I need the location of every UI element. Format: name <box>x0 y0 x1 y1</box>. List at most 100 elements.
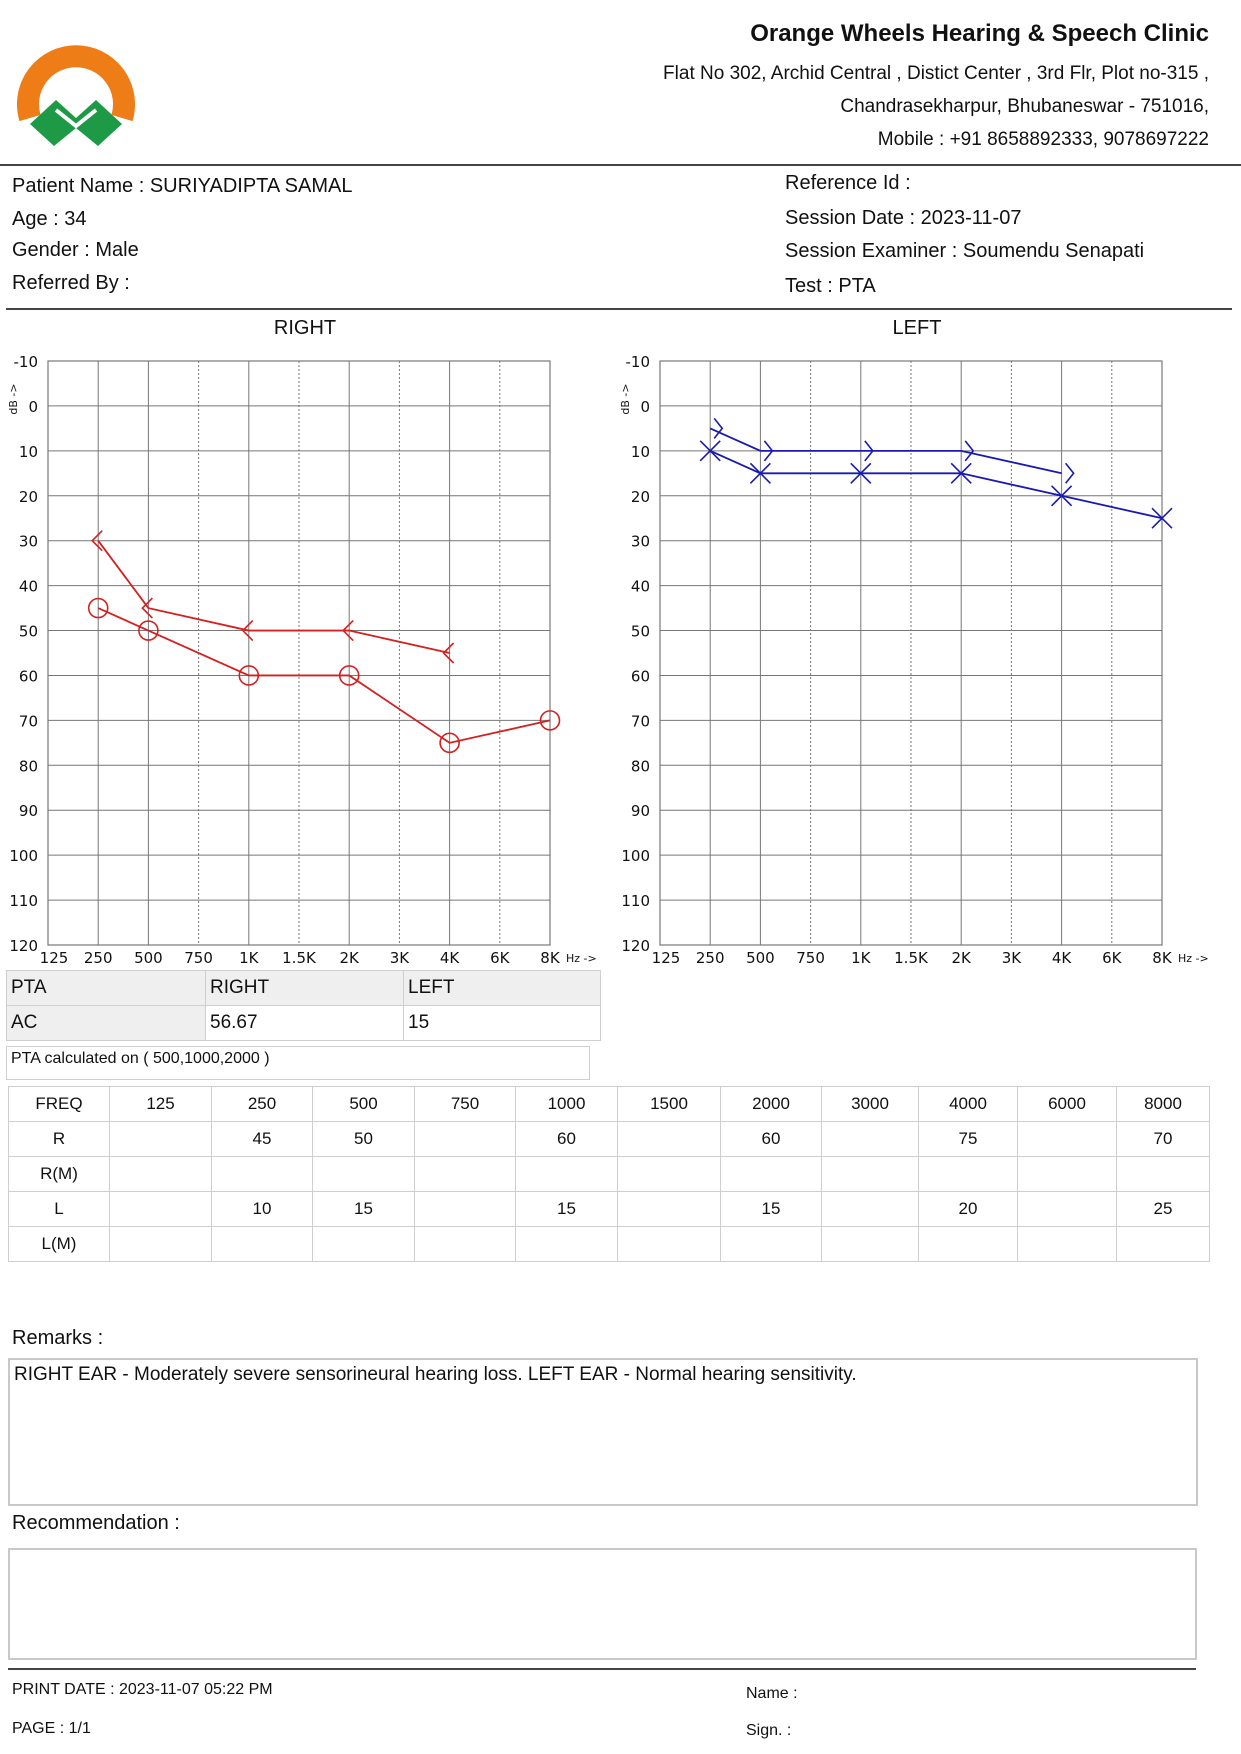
x-axis-label: Hz -> <box>566 952 597 965</box>
clinic-mobile: Mobile : +91 8658892333, 9078697222 <box>877 129 1209 150</box>
freq-row: R 45 50 60 60 75 70 <box>8 1121 1210 1157</box>
y-tick-label: -10 <box>626 353 651 371</box>
pta-header-left: LEFT <box>403 970 601 1006</box>
x-tick-label: 1.5K <box>894 949 929 967</box>
freq-header-cell: 3000 <box>821 1086 919 1122</box>
right-ear-title: RIGHT <box>273 317 337 339</box>
x-tick-label: 3K <box>1002 949 1023 967</box>
freq-cell <box>617 1121 721 1157</box>
y-tick-label: 80 <box>19 757 38 775</box>
marker-cross <box>1151 507 1173 529</box>
freq-cell <box>821 1191 919 1227</box>
freq-cell <box>1116 1156 1210 1192</box>
y-tick-label: 110 <box>9 892 38 910</box>
freq-cell: 15 <box>312 1191 415 1227</box>
freq-cell <box>414 1226 516 1262</box>
freq-cell: 60 <box>515 1121 618 1157</box>
x-tick-label: 4K <box>1052 949 1073 967</box>
freq-cell: 10 <box>211 1191 313 1227</box>
y-tick-label: 70 <box>631 712 650 730</box>
freq-cell: 70 <box>1116 1121 1210 1157</box>
x-tick-label: 125 <box>40 949 69 967</box>
freq-header-cell: 2000 <box>720 1086 822 1122</box>
freq-cell <box>1116 1226 1210 1262</box>
pta-table: PTA RIGHT LEFT AC 56.67 15 <box>6 970 601 1041</box>
series-line-bracket-left <box>97 540 450 654</box>
freq-header-cell: 750 <box>414 1086 516 1122</box>
info-divider <box>6 308 1232 310</box>
freq-cell: 75 <box>918 1121 1018 1157</box>
freq-cell: 15 <box>515 1191 618 1227</box>
marker-cross <box>699 440 721 462</box>
y-tick-label: 40 <box>631 578 650 596</box>
y-tick-label: 90 <box>19 802 38 820</box>
print-date: PRINT DATE : 2023-11-07 05:22 PM <box>12 1681 273 1698</box>
marker-circle <box>87 597 109 619</box>
x-tick-label: 1K <box>239 949 260 967</box>
freq-cell <box>109 1191 212 1227</box>
freq-cell: 50 <box>312 1121 415 1157</box>
footer-divider <box>8 1668 1196 1670</box>
x-tick-label: 750 <box>184 949 213 967</box>
y-tick-label: 30 <box>631 533 650 551</box>
marker-bracket-left <box>342 619 354 642</box>
freq-cell <box>720 1226 822 1262</box>
y-axis-label: dB -> <box>7 383 20 414</box>
y-tick-label: 60 <box>19 667 38 685</box>
freq-cell <box>414 1191 516 1227</box>
x-tick-label: 1.5K <box>282 949 317 967</box>
y-tick-label: 90 <box>631 802 650 820</box>
y-tick-label: 50 <box>19 623 38 641</box>
y-tick-label: 60 <box>631 667 650 685</box>
freq-header-cell: 1000 <box>515 1086 618 1122</box>
freq-cell: R <box>8 1121 110 1157</box>
frequency-table: FREQ 125 250 500 750 1000 1500 2000 3000 4000 6000… <box>8 1086 1210 1262</box>
freq-cell <box>211 1226 313 1262</box>
freq-cell: 25 <box>1116 1191 1210 1227</box>
freq-cell: 45 <box>211 1121 313 1157</box>
x-tick-label: 3K <box>390 949 411 967</box>
series-line-bracket-right <box>709 427 1062 475</box>
x-tick-label: 2K <box>340 949 361 967</box>
page-number: PAGE : 1/1 <box>12 1720 91 1737</box>
freq-cell <box>918 1156 1018 1192</box>
freq-cell <box>1017 1191 1117 1227</box>
freq-header-cell: 1500 <box>617 1086 721 1122</box>
x-tick-label: 2K <box>952 949 973 967</box>
left-ear-title: LEFT <box>892 317 942 339</box>
marker-bracket-right <box>864 440 874 462</box>
remarks-label: Remarks : <box>12 1327 104 1349</box>
footer-name: Name : <box>746 1685 798 1702</box>
x-tick-label: 6K <box>490 949 511 967</box>
recommendation-label: Recommendation : <box>12 1512 180 1534</box>
pta-row-label: AC <box>6 1005 206 1041</box>
freq-row: R(M) <box>8 1156 1210 1192</box>
freq-cell: 60 <box>720 1121 822 1157</box>
marker-bracket-right <box>763 440 774 462</box>
pta-right-value: 56.67 <box>205 1005 404 1041</box>
y-tick-label: 40 <box>19 578 38 596</box>
freq-cell <box>617 1191 721 1227</box>
remarks-text: RIGHT EAR - Moderately severe sensorineu… <box>14 1364 857 1385</box>
freq-cell <box>720 1156 822 1192</box>
freq-header-cell: 4000 <box>918 1086 1018 1122</box>
recommendation-box <box>8 1548 1197 1660</box>
marker-circle <box>238 665 260 686</box>
pta-header-right: RIGHT <box>205 970 404 1006</box>
y-tick-label: 10 <box>19 443 38 461</box>
freq-row: L(M) <box>8 1226 1210 1262</box>
y-tick-label: 120 <box>9 937 38 955</box>
freq-cell: 15 <box>720 1191 822 1227</box>
marker-circle <box>338 665 360 686</box>
patient-gender: Gender : Male <box>12 239 139 261</box>
marker-circle <box>138 620 159 641</box>
marker-bracket-left <box>442 642 455 664</box>
y-tick-label: 100 <box>621 847 650 865</box>
x-tick-label: 6K <box>1102 949 1123 967</box>
freq-cell <box>414 1121 516 1157</box>
freq-cell <box>109 1226 212 1262</box>
header-divider <box>0 164 1241 166</box>
freq-header-row: FREQ 125 250 500 750 1000 1500 2000 3000 4000 6000… <box>8 1086 1210 1122</box>
freq-cell <box>515 1226 618 1262</box>
